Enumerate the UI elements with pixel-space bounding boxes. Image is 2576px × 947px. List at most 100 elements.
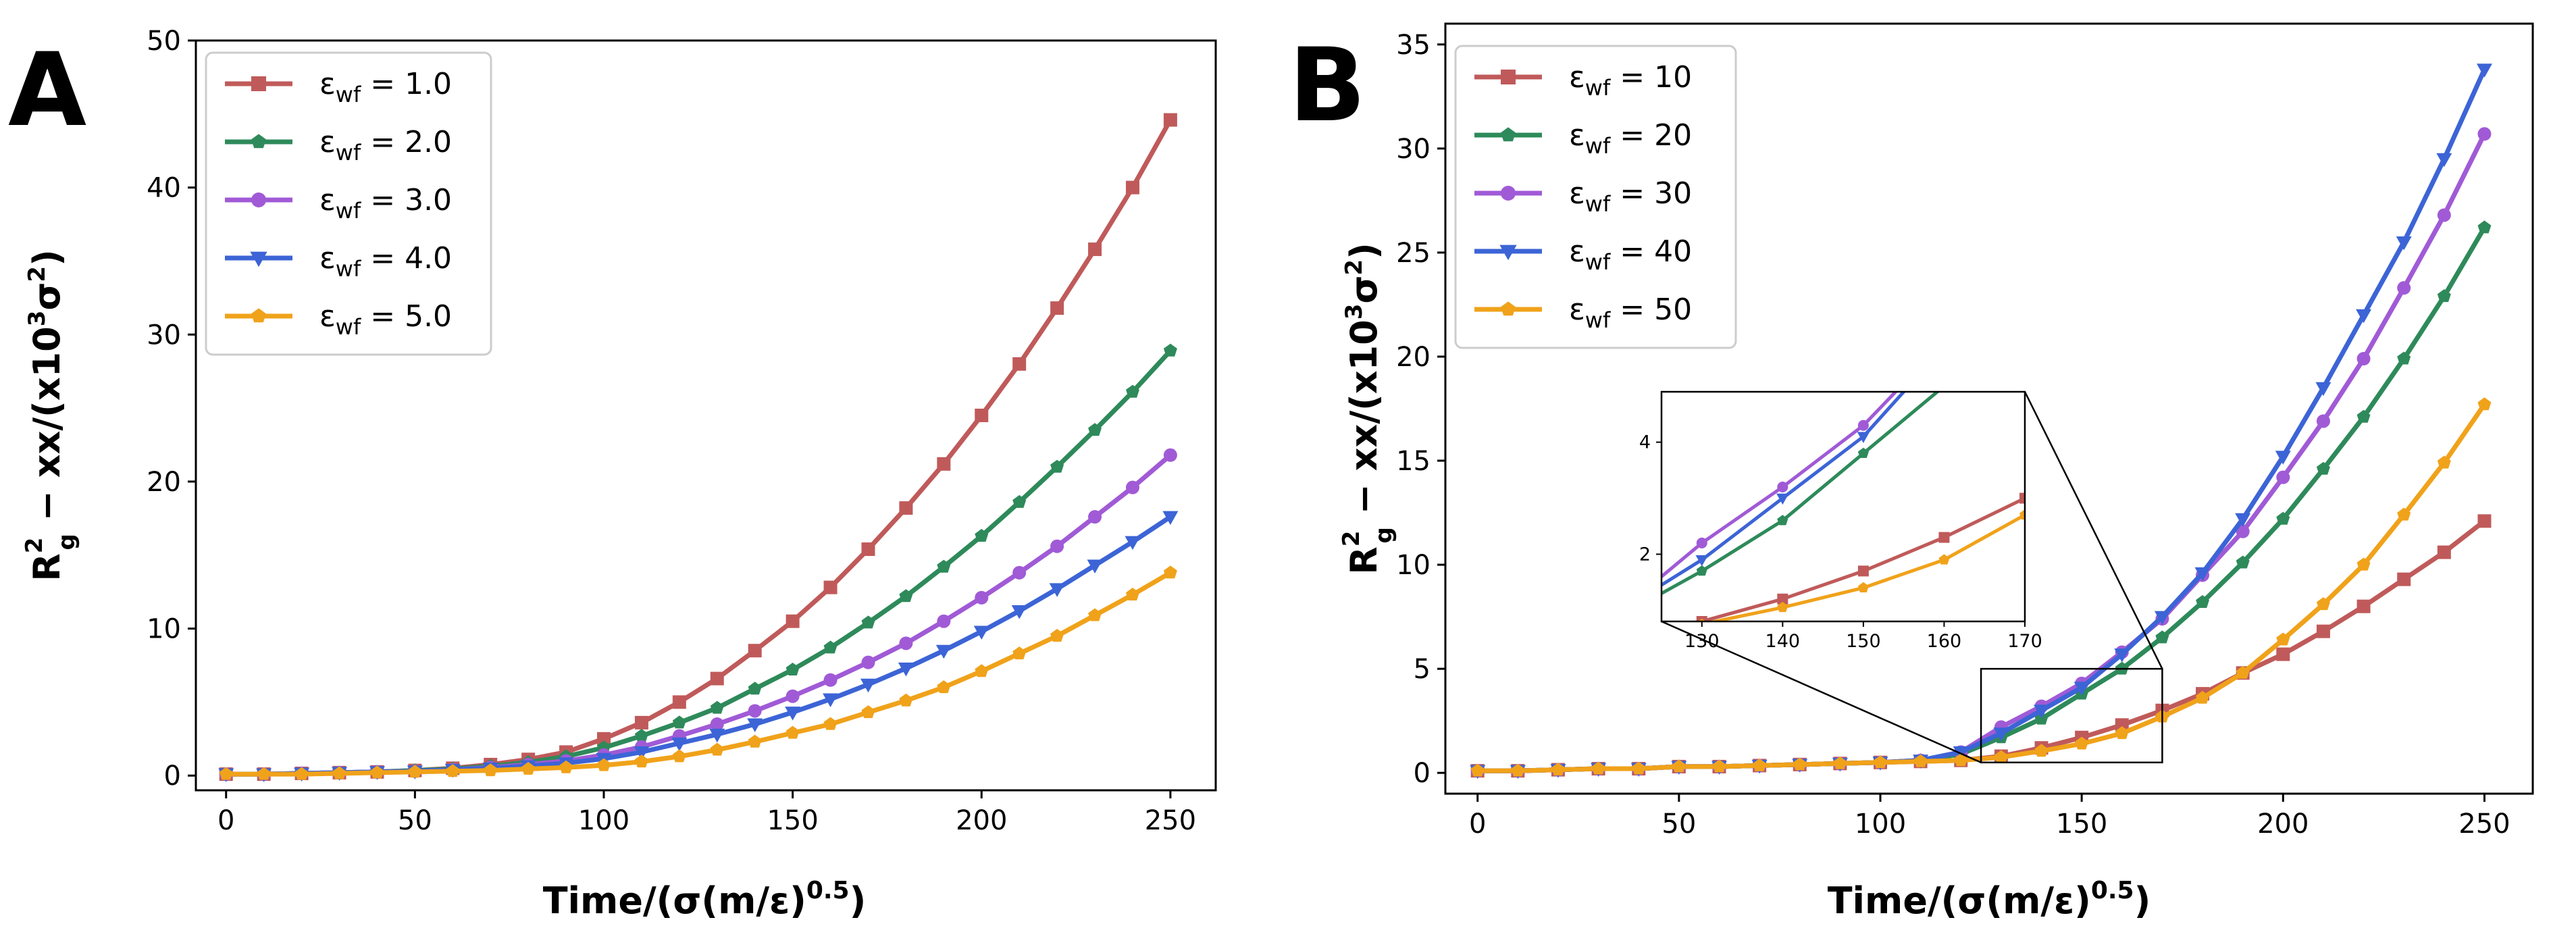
legend-swatch-marker	[1501, 127, 1516, 142]
x-tick-label: 100	[578, 805, 629, 836]
legend-item: εwf = 50	[1474, 292, 1692, 333]
data-point	[860, 678, 876, 693]
inset-series-3	[1661, 247, 2030, 579]
y-tick-label: 10	[147, 614, 181, 645]
x-tick-label: 0	[1469, 809, 1486, 840]
data-point	[634, 746, 650, 761]
data-point	[2356, 309, 2372, 324]
x-tick-label: 150	[2056, 809, 2107, 840]
data-point	[785, 725, 800, 739]
data-point	[937, 457, 951, 471]
data-point	[2397, 351, 2411, 365]
inset-data-point	[2019, 509, 2025, 520]
data-point	[1050, 539, 1064, 553]
legend-swatch-marker	[251, 76, 266, 91]
data-point	[935, 644, 952, 659]
data-point	[785, 707, 801, 721]
legend-label: εwf = 2.0	[319, 125, 452, 165]
data-point	[2194, 567, 2211, 582]
zoom-connector	[2024, 391, 2163, 669]
legend-label: εwf = 1.0	[319, 67, 452, 107]
legend-frame	[205, 51, 492, 356]
inset-data-point	[1938, 336, 1949, 347]
data-point	[937, 559, 951, 573]
legend-item: εwf = 10	[1474, 60, 1692, 101]
data-point	[748, 704, 762, 718]
data-point	[975, 529, 989, 542]
data-point	[1833, 756, 1847, 769]
data-point	[2115, 726, 2129, 740]
data-point	[1088, 608, 1102, 621]
data-point	[1632, 761, 1646, 775]
legend-label: εwf = 4.0	[319, 241, 452, 282]
data-point	[1672, 759, 1686, 773]
data-point	[1126, 384, 1139, 398]
data-point	[2073, 682, 2090, 696]
data-point	[710, 671, 724, 686]
inset-x-tick-label: 140	[1766, 631, 1801, 652]
data-point	[2397, 572, 2411, 586]
data-point	[2276, 647, 2290, 661]
legend-label: εwf = 30	[1569, 176, 1692, 217]
inset-series-5	[1697, 509, 2025, 621]
legend-label: εwf = 5.0	[319, 299, 452, 340]
inset-data-point	[1777, 481, 1788, 492]
data-point	[1162, 511, 1179, 526]
legend-label: εwf = 20	[1569, 118, 1692, 159]
inset-series-2	[1661, 392, 1940, 596]
data-point	[1470, 763, 1485, 777]
data-point	[2115, 718, 2129, 732]
inset-data-point	[1695, 555, 1708, 567]
legend-swatch-marker	[251, 308, 266, 323]
data-point	[2437, 545, 2451, 559]
data-point	[1125, 180, 1139, 195]
data-point	[2114, 648, 2130, 663]
data-point	[710, 742, 724, 756]
legend-swatch-marker	[1499, 245, 1517, 261]
x-axis-label-text: Time/(σ(m/ε)0.5)	[543, 877, 867, 922]
series-group-a	[218, 113, 1179, 783]
data-point	[937, 614, 951, 628]
y-tick-label: 0	[164, 761, 181, 792]
data-point	[861, 615, 875, 629]
data-point	[1050, 301, 1064, 315]
data-point	[823, 580, 838, 594]
data-point	[2154, 611, 2170, 625]
data-point	[1088, 423, 1102, 436]
legend-item: εwf = 4.0	[225, 241, 452, 282]
data-point	[1551, 763, 1565, 776]
legend-item: εwf = 2.0	[225, 125, 452, 165]
data-point	[634, 754, 648, 768]
inset-data-point	[2019, 247, 2030, 257]
data-point	[332, 766, 346, 779]
inset-data-point	[1696, 565, 1707, 576]
x-axis-label-text: Time/(σ(m/ε)0.5)	[1828, 877, 2151, 922]
zoom-box-b	[1661, 391, 2163, 764]
data-point	[785, 689, 800, 703]
data-point	[2316, 461, 2330, 475]
inset-y-tick-label: 4	[1639, 432, 1651, 453]
y-tick-label: 20	[1396, 342, 1431, 373]
x-tick-label: 150	[767, 805, 818, 836]
legend-swatch-marker	[1501, 70, 1516, 84]
legend-b: εwf = 10 εwf = 20 εwf = 30 εwf = 40 εwf = 50	[1454, 45, 1737, 349]
legend-item: εwf = 30	[1474, 176, 1692, 217]
legend-item: εwf = 3.0	[225, 183, 452, 224]
inset-x-tick-label: 160	[1927, 631, 1962, 652]
data-point	[2235, 513, 2251, 528]
data-point	[2276, 511, 2290, 525]
data-point	[1591, 761, 1605, 775]
data-point	[710, 700, 724, 714]
data-point	[1050, 629, 1064, 642]
inset-data-point	[1857, 582, 1869, 592]
panel-label-a: A	[8, 32, 86, 149]
data-point	[899, 693, 913, 707]
data-point	[975, 664, 989, 677]
series-line	[226, 515, 1172, 777]
data-point	[2356, 409, 2371, 423]
x-tick-label: 200	[956, 805, 1007, 836]
data-point	[1954, 753, 1968, 767]
data-point	[823, 717, 838, 730]
data-point	[2397, 507, 2411, 521]
